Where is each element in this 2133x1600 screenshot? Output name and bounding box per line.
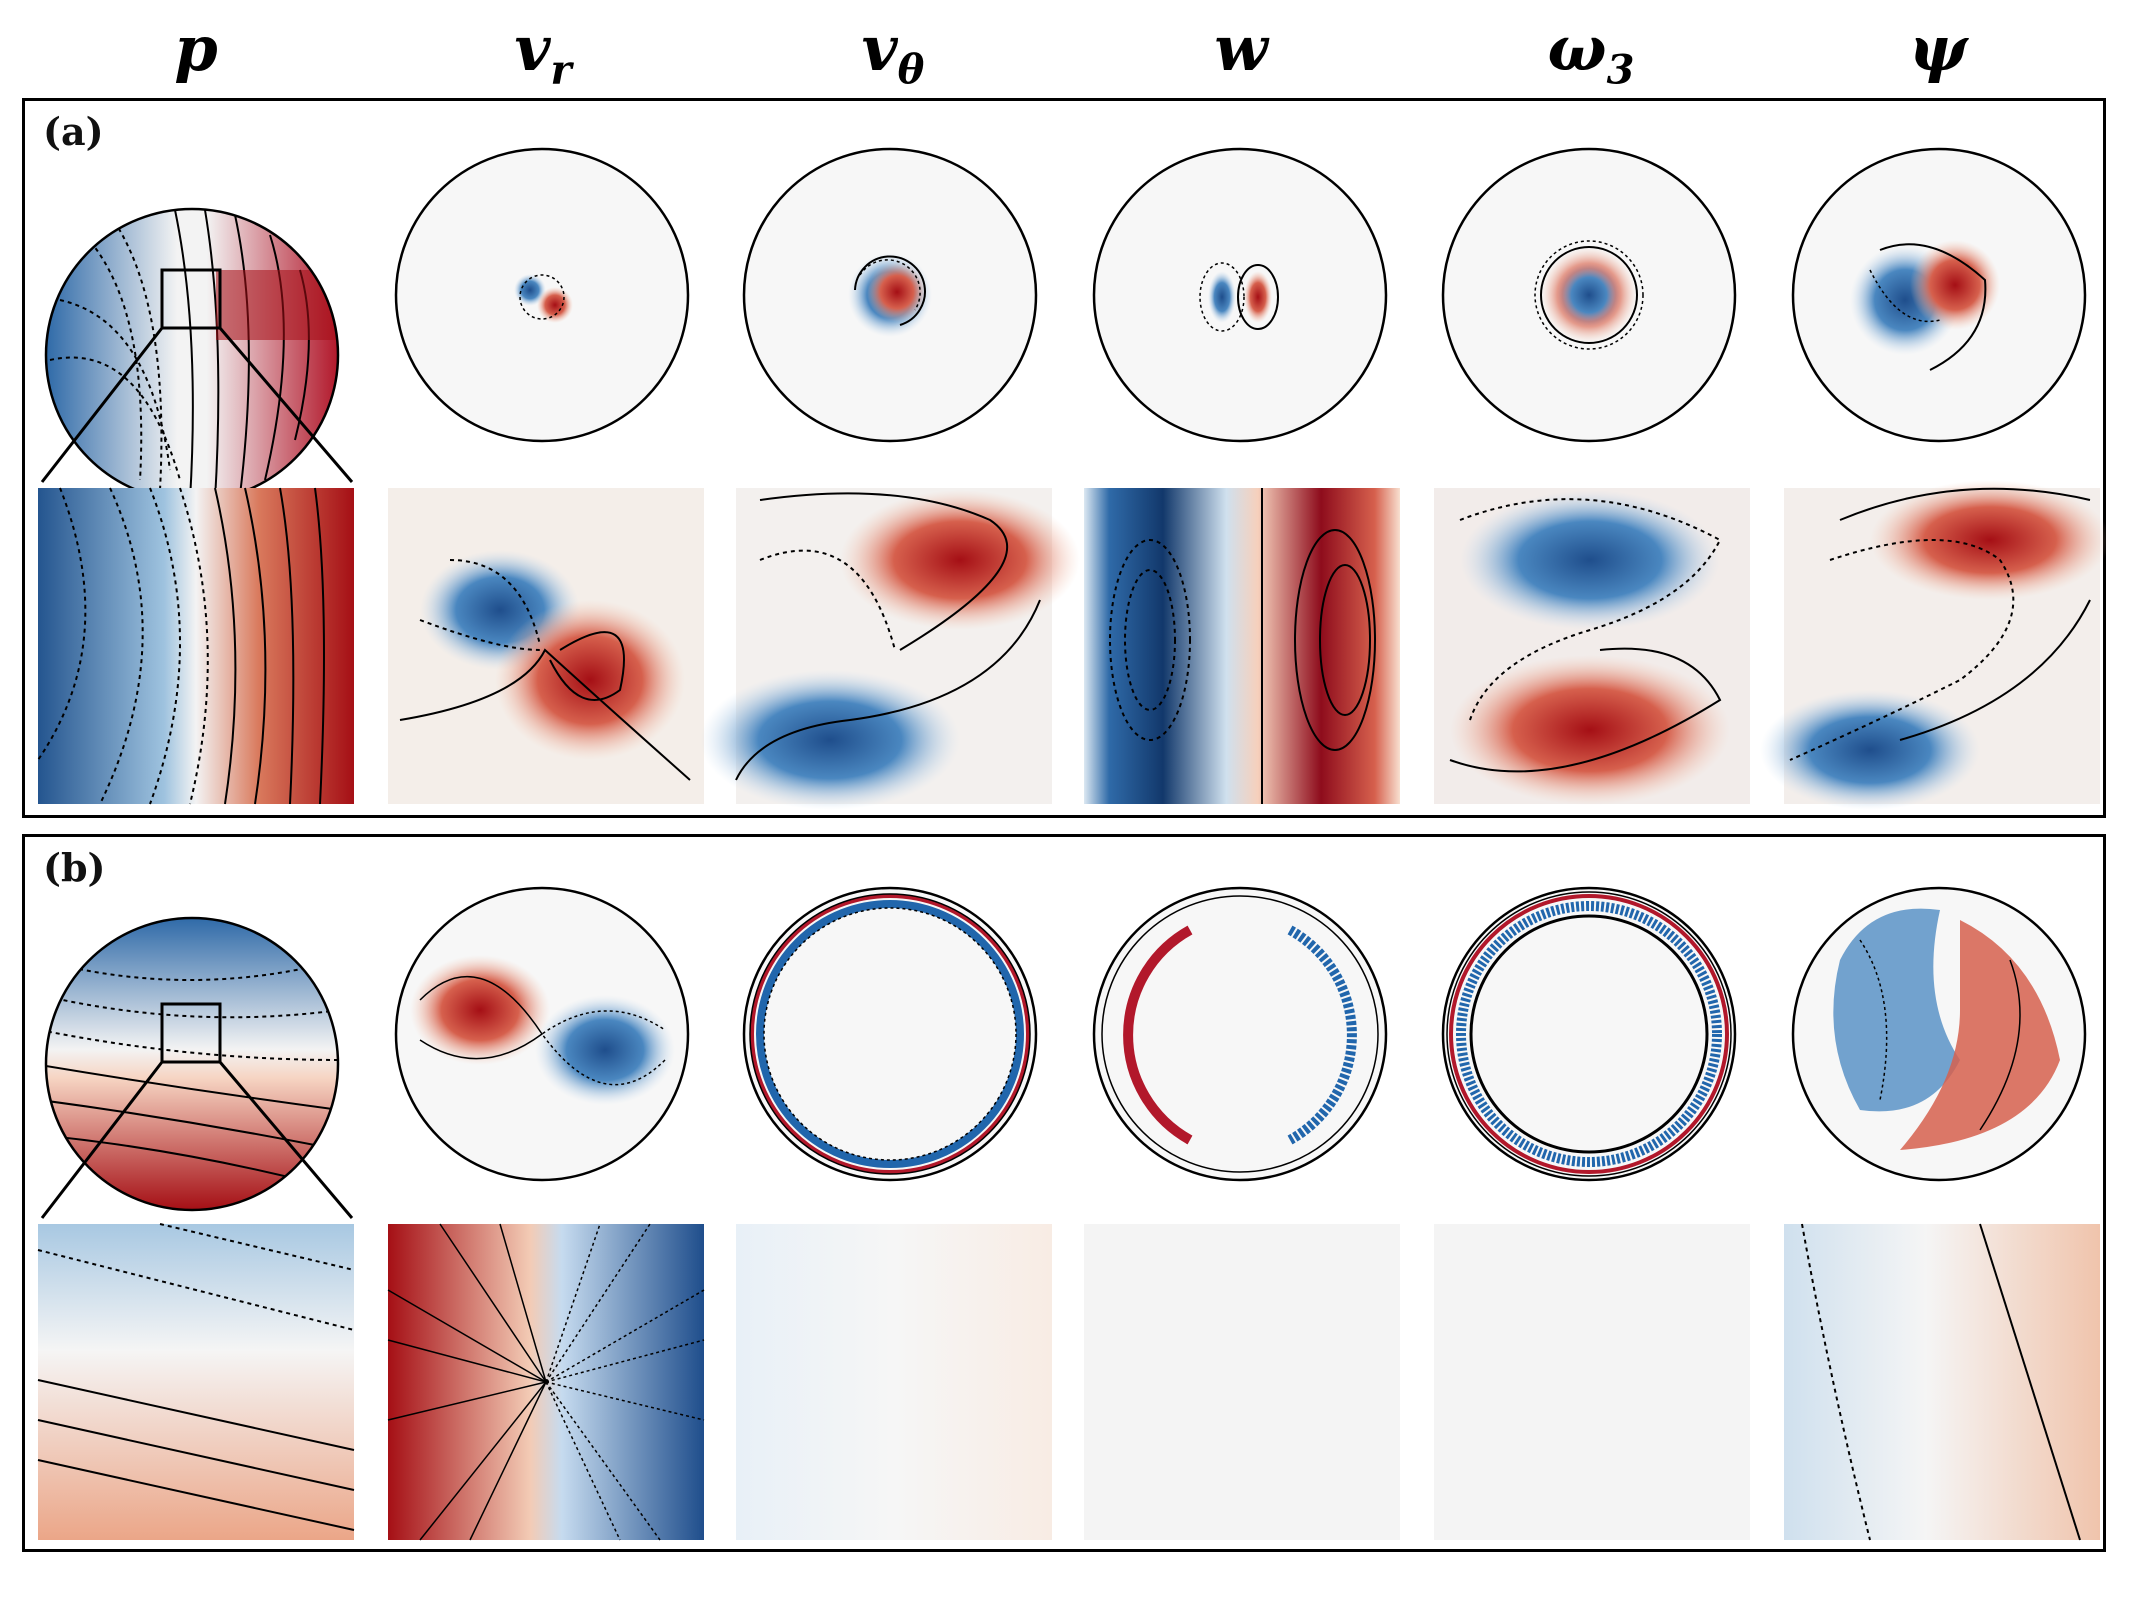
panel-b-vtheta-zoom [736,1224,1052,1540]
column-title-vr: vr [514,12,572,94]
panel-b-vr-zoom [387,1223,705,1541]
panel-b-omega3-circle [1441,886,1737,1182]
column-title-p: p [174,12,218,85]
panel-a-w-zoom [1084,488,1400,804]
panel-a-w-circle [1092,147,1388,443]
panel-a-label: (a) [43,109,104,154]
panel-a-omega3-circle [1441,147,1737,443]
panel-b: (b) [22,834,2106,1552]
panel-b-vtheta-circle [742,886,1038,1182]
panel-a-vtheta-zoom [700,488,1080,810]
column-title-vtheta: vθ [861,12,925,94]
panel-b-w-zoom [1084,1224,1400,1540]
panel-a-omega3-zoom [1434,488,1750,805]
panel-a: (a) [22,98,2106,818]
column-title-w: w [1214,12,1268,85]
panel-a-p-zoom [37,487,354,805]
panel-a-vr-circle [394,147,690,443]
panel-b-psi-circle [1791,886,2087,1182]
panel-a-p-circle [44,207,340,503]
column-title-omega3: ω3 [1547,12,1635,94]
panel-a-vtheta-circle [742,147,1038,443]
panel-b-w-circle [1092,886,1388,1182]
panel-b-p-zoom [37,1223,355,1540]
panel-b-label: (b) [43,845,106,890]
panel-a-psi-circle [1791,147,2087,443]
panel-b-psi-zoom [1784,1223,2100,1541]
column-title-psi: ψ [1908,12,1968,85]
panel-b-p-circle [44,916,340,1212]
panel-a-psi-zoom [1760,480,2110,810]
panel-a-vr-zoom [388,488,704,804]
panel-b-omega3-zoom [1434,1224,1750,1540]
panel-b-vr-circle [394,886,690,1182]
